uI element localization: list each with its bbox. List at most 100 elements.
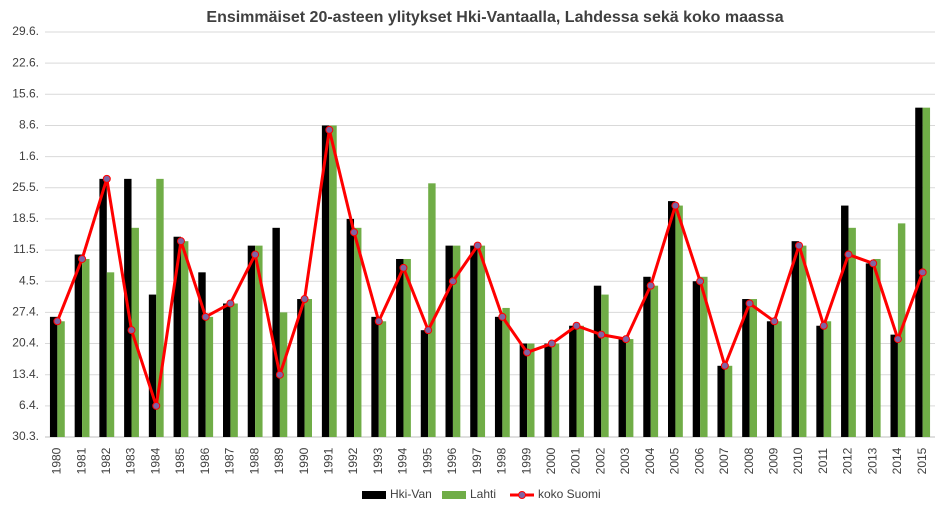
marker [720, 361, 729, 370]
x-tick-label: 2009 [766, 447, 780, 474]
x-tick-label: 1994 [396, 447, 410, 474]
bar [470, 245, 478, 437]
x-tick-label: 2014 [890, 447, 904, 474]
x-tick-label: 2004 [643, 447, 657, 474]
marker [152, 401, 161, 410]
bar [74, 254, 83, 437]
x-tick-label: 2013 [865, 447, 879, 474]
x-tick-label: 1991 [321, 447, 335, 474]
x-tick-label: 2000 [544, 447, 558, 474]
bar [99, 178, 107, 437]
x-tick-label: 2008 [742, 447, 756, 474]
x-tick-label: 1995 [420, 447, 434, 474]
bar [700, 276, 708, 437]
bar [502, 307, 510, 437]
bar [675, 205, 683, 437]
marker [869, 259, 878, 268]
legend-swatch [442, 491, 466, 499]
x-tick-label: 1989 [272, 447, 286, 474]
x-tick-label: 2007 [717, 447, 731, 474]
marker [424, 326, 433, 335]
marker [300, 295, 309, 304]
bar [841, 205, 849, 437]
bar [816, 325, 824, 437]
x-tick-label: 1987 [223, 447, 237, 474]
bar [445, 245, 453, 437]
x-tick-label: 1997 [470, 447, 484, 474]
marker [226, 299, 235, 308]
x-tick-label: 2012 [841, 447, 855, 474]
marker [547, 339, 556, 348]
bar [692, 281, 701, 437]
marker [102, 174, 111, 183]
y-tick-label: 6.4. [19, 398, 39, 412]
legend-label: Lahti [470, 487, 496, 501]
x-tick-label: 2005 [668, 447, 682, 474]
bar [668, 201, 676, 437]
bar [618, 339, 626, 437]
bar [569, 325, 577, 437]
bar [148, 294, 157, 437]
marker [325, 125, 334, 134]
x-tick-label: 2010 [791, 447, 805, 474]
bar [494, 316, 503, 437]
y-tick-label: 29.6. [12, 24, 39, 38]
bar [255, 245, 263, 437]
y-tick-label: 25.5. [12, 180, 39, 194]
bar [650, 285, 659, 437]
y-tick-label: 22.6. [12, 55, 39, 69]
bar [180, 241, 189, 437]
x-tick-label: 1981 [74, 447, 88, 474]
bar [205, 316, 214, 437]
bar [625, 339, 634, 437]
bar [329, 125, 337, 437]
marker [473, 241, 482, 250]
x-tick-label: 2006 [692, 447, 706, 474]
y-tick-label: 13.4. [12, 367, 39, 381]
legend-swatch [362, 491, 386, 499]
bar [403, 258, 411, 437]
legend-label: Hki-Van [390, 487, 432, 501]
bar [551, 343, 560, 437]
x-tick-label: 2011 [816, 448, 830, 474]
x-tick-label: 1982 [99, 447, 113, 474]
bar [717, 365, 725, 437]
marker [844, 250, 853, 259]
bar [428, 183, 436, 437]
x-tick-label: 1984 [148, 447, 162, 474]
x-tick-label: 2015 [915, 447, 929, 474]
marker [893, 335, 902, 344]
bar [890, 334, 898, 437]
bar [749, 299, 757, 437]
bar [321, 125, 330, 437]
marker [918, 268, 927, 277]
bar [272, 227, 280, 437]
bar [452, 245, 461, 437]
bar [601, 294, 609, 437]
marker [745, 299, 754, 308]
chart-title: Ensimmäiset 20-asteen ylitykset Hki-Vant… [206, 9, 783, 26]
legend-marker [518, 491, 526, 499]
x-tick-label: 1992 [346, 447, 360, 474]
x-tick-label: 1999 [519, 447, 533, 474]
bar [131, 227, 139, 437]
bar [57, 321, 65, 437]
bar [223, 303, 231, 437]
bar [593, 285, 602, 437]
bar [519, 343, 528, 437]
marker [275, 370, 284, 379]
marker [127, 326, 136, 335]
marker [448, 277, 457, 286]
marker [251, 250, 260, 259]
bar [378, 321, 387, 437]
bar [106, 272, 115, 437]
bar [420, 330, 429, 437]
marker [523, 348, 532, 357]
bar [304, 299, 312, 437]
bar [766, 321, 775, 437]
x-tick-label: 1986 [198, 447, 212, 474]
bar [774, 321, 782, 437]
marker [597, 330, 606, 339]
bar [82, 258, 90, 437]
